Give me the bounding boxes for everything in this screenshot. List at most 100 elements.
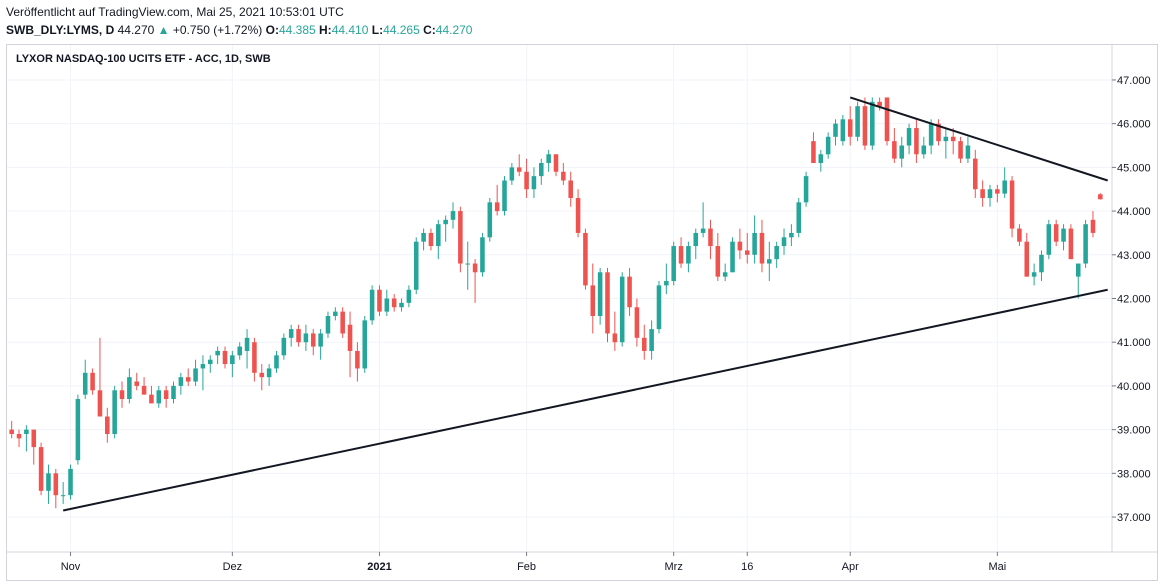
y-tick-label: 39.000 <box>1117 425 1151 437</box>
candle-body <box>105 416 110 434</box>
candle <box>715 232 721 282</box>
candle <box>215 346 220 365</box>
candle <box>796 197 802 238</box>
candle <box>664 263 669 295</box>
candle-body <box>1046 224 1052 255</box>
candle <box>568 171 573 207</box>
candle <box>1083 219 1088 268</box>
candle <box>1061 224 1066 251</box>
candle <box>627 267 632 316</box>
y-tick-label: 40.000 <box>1117 381 1151 393</box>
candle-body <box>215 350 220 356</box>
candle <box>590 263 596 334</box>
y-tick-label: 46.000 <box>1117 119 1151 131</box>
candle-body <box>1024 241 1030 277</box>
candle <box>38 442 44 496</box>
candle-body <box>1031 272 1037 277</box>
candle <box>296 324 301 347</box>
high-label: H: <box>319 23 332 37</box>
candle <box>693 228 699 260</box>
candle-body <box>649 329 654 351</box>
candle <box>641 324 647 360</box>
candle <box>303 324 309 351</box>
candle-body <box>759 232 765 264</box>
candle-body <box>384 298 390 312</box>
trendline <box>62 288 1108 512</box>
candle <box>789 224 794 247</box>
y-tick-label: 43.000 <box>1117 250 1151 262</box>
candle <box>134 372 140 391</box>
candle-body <box>921 145 927 155</box>
candle-body <box>1068 228 1074 260</box>
candle-body <box>575 197 581 233</box>
candle-body <box>1098 194 1103 200</box>
candle-body <box>789 232 794 238</box>
candle <box>892 128 897 164</box>
candle-body <box>185 377 191 382</box>
candle <box>399 298 404 312</box>
candle-body <box>288 329 294 338</box>
candle <box>200 355 206 391</box>
candle <box>16 429 22 448</box>
candle <box>266 364 272 386</box>
candle <box>421 228 426 251</box>
candle <box>899 136 904 168</box>
candle <box>980 180 985 207</box>
candle <box>656 281 662 334</box>
candle <box>539 158 544 185</box>
y-tick-label: 45.000 <box>1117 162 1151 174</box>
candle <box>288 324 294 347</box>
candle-body <box>936 123 941 142</box>
chart-title: LYXOR NASDAQ-100 UCITS ETF - ACC, 1D, SW… <box>16 53 271 65</box>
candle <box>252 337 257 382</box>
candle-body <box>9 429 14 434</box>
candle-body <box>318 333 323 347</box>
candle-body <box>612 333 618 343</box>
candle-body <box>75 399 81 461</box>
candle <box>68 464 73 500</box>
candle <box>502 176 507 216</box>
candle-body <box>502 180 507 212</box>
candle-body <box>1053 224 1059 242</box>
candle-body <box>546 154 551 164</box>
candle <box>516 154 522 177</box>
candle-body <box>421 232 426 242</box>
candle <box>362 315 368 373</box>
candle <box>443 215 448 242</box>
candle-body <box>509 167 515 181</box>
candle <box>325 311 331 338</box>
symbol-name: SWB_DLY:LYMS, D <box>6 23 115 37</box>
candle <box>458 206 463 273</box>
candle <box>619 272 625 347</box>
open-label: O: <box>265 23 279 37</box>
candle <box>75 394 81 465</box>
candle <box>149 385 154 404</box>
candle-body <box>436 224 441 247</box>
candle-body <box>97 390 103 417</box>
candle-body <box>362 320 368 369</box>
candle <box>781 228 787 255</box>
candle <box>1024 232 1030 277</box>
candle-body <box>899 145 904 159</box>
trendlines <box>62 96 1108 512</box>
candles <box>9 97 1103 509</box>
candle-body <box>597 272 603 316</box>
candle-body <box>539 163 544 177</box>
candle <box>310 329 316 356</box>
candle-body <box>377 289 382 312</box>
chart-grid <box>7 45 1112 552</box>
time-axis: Nov Dez 2021 Feb Mrz 16 Apr Mai <box>61 552 1006 573</box>
candle-body <box>877 101 882 107</box>
candle <box>163 385 169 408</box>
candle <box>1009 176 1015 238</box>
chart-frame[interactable] <box>6 44 1158 581</box>
candle <box>950 128 956 155</box>
candle <box>767 241 772 282</box>
candle-body <box>443 219 448 225</box>
candle <box>818 149 824 172</box>
candle-body <box>700 228 706 233</box>
candle-body <box>855 106 860 137</box>
candle-body <box>958 141 963 159</box>
candle <box>119 381 125 408</box>
